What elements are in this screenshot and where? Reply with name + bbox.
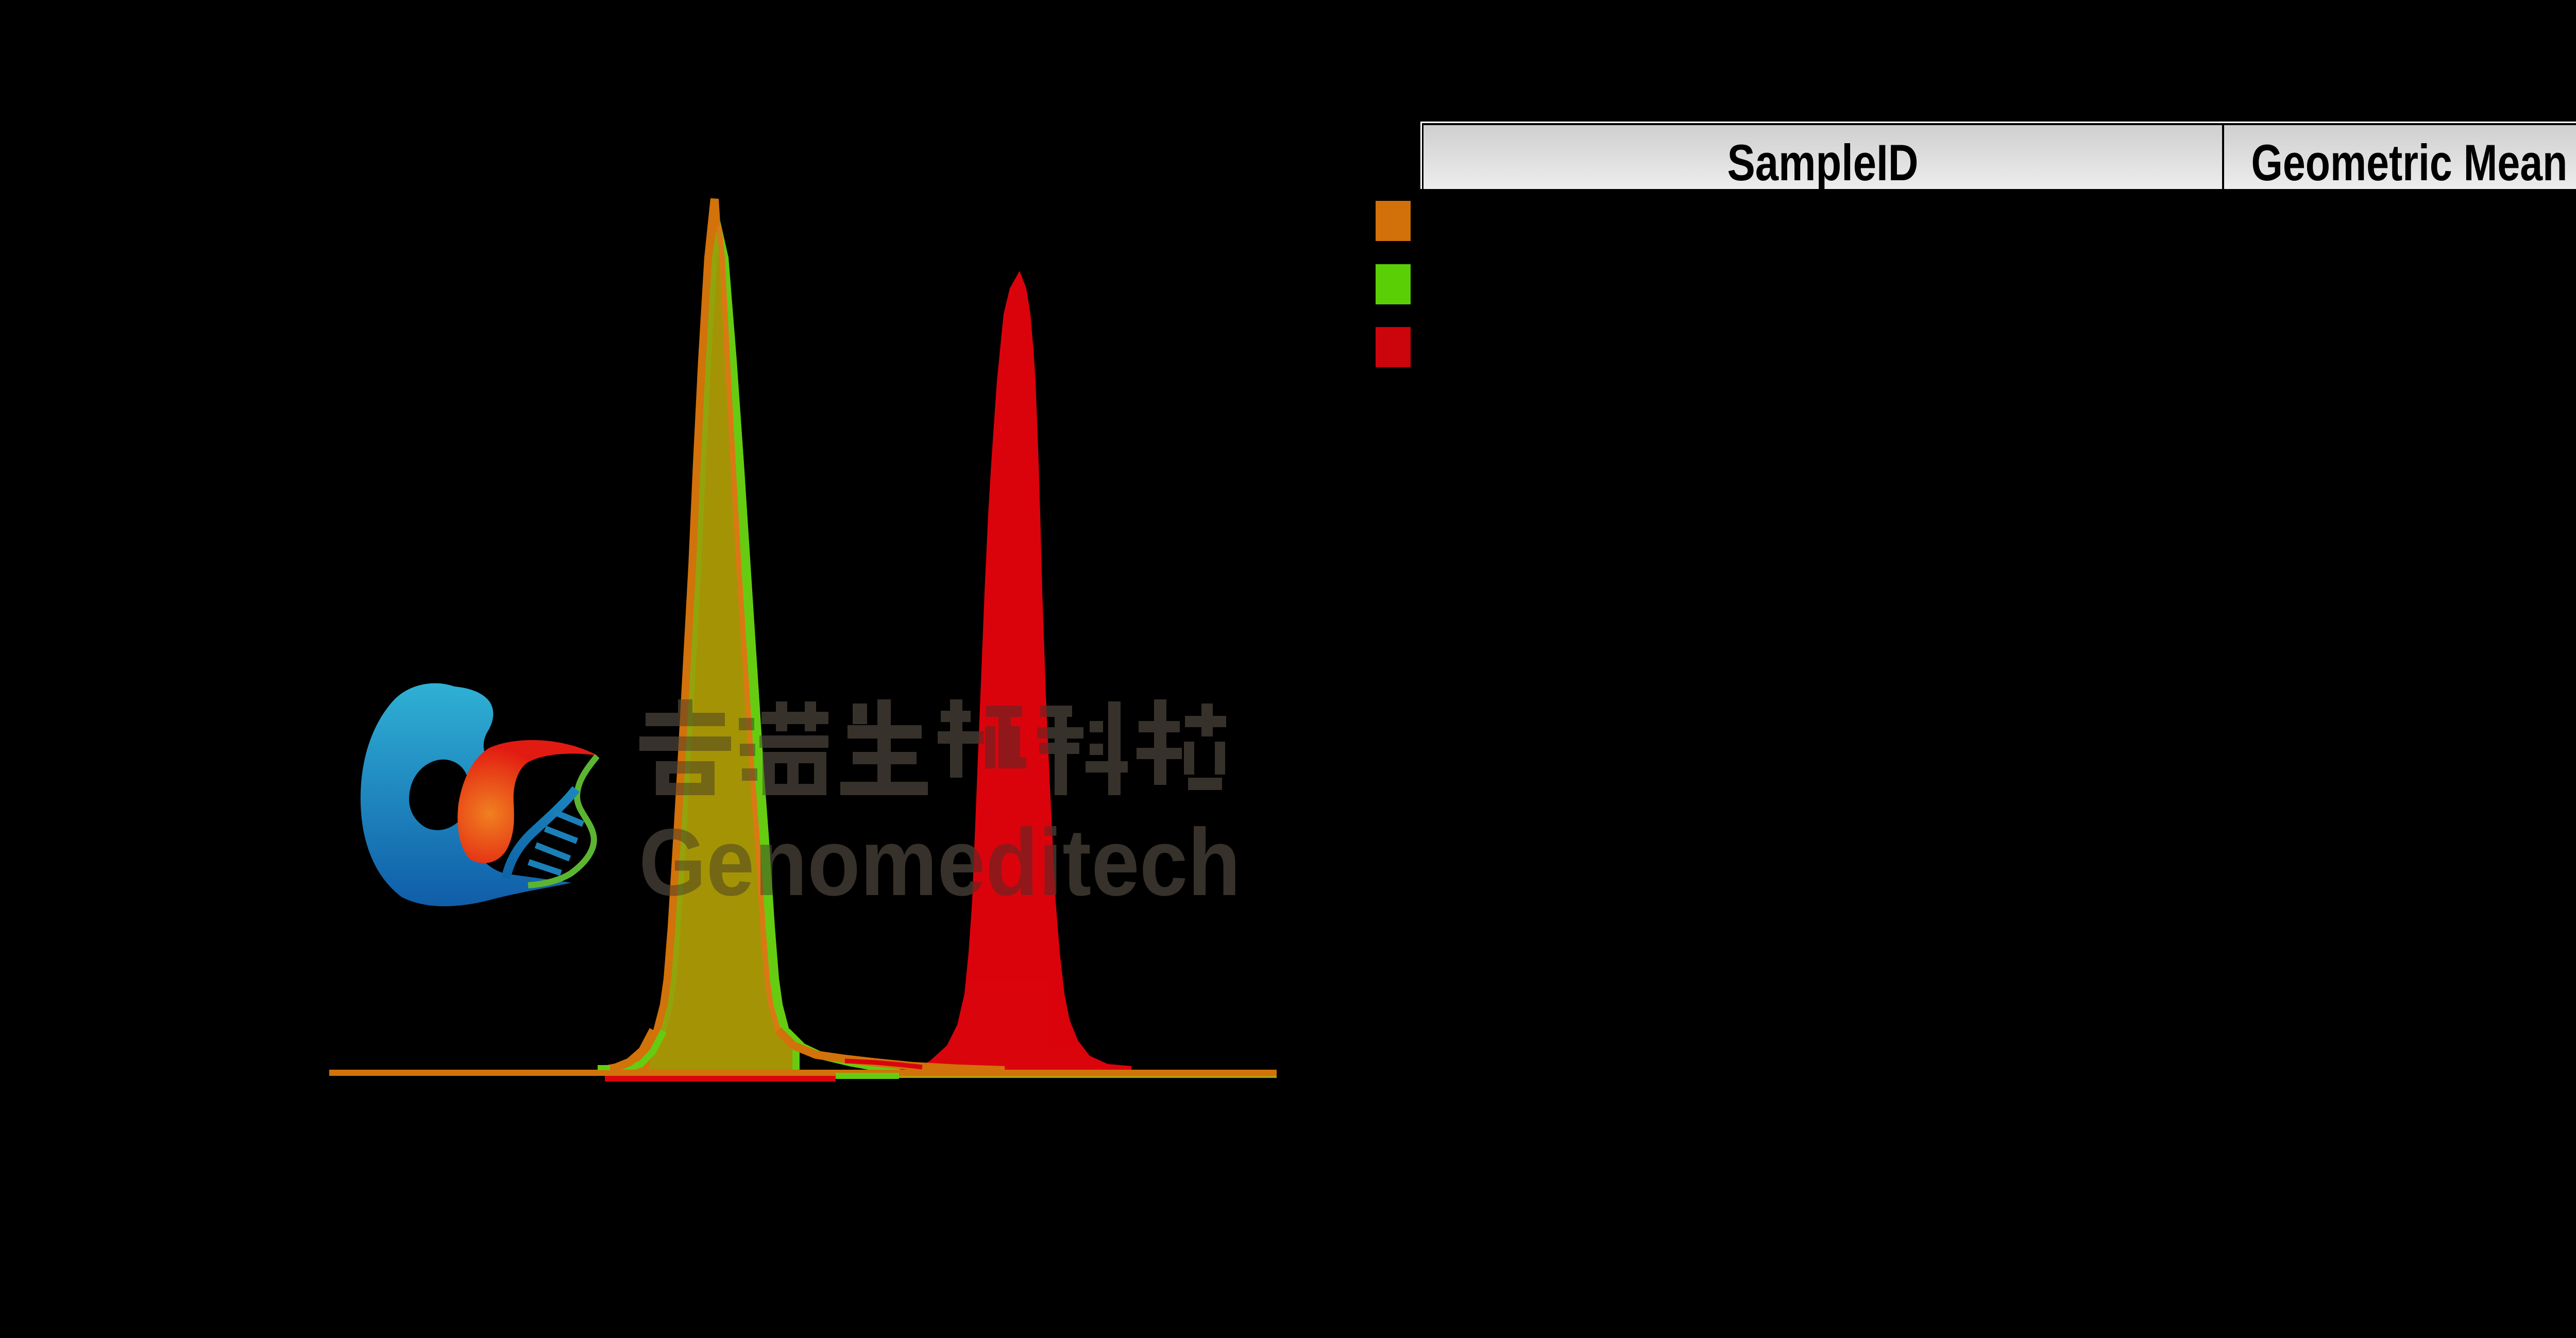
svg-text:SampleID: SampleID [1727, 134, 1919, 191]
svg-text:Geometric Mean : FL11-H: Geometric Mean : FL11-H [2251, 134, 2576, 191]
